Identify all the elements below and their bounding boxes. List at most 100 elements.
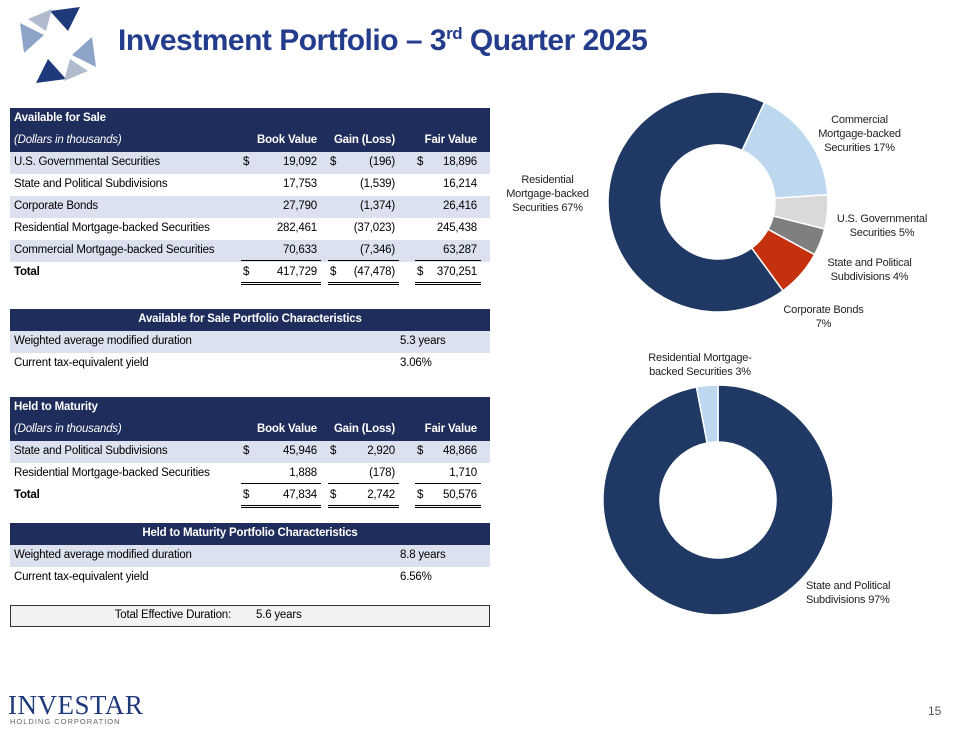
row-label: Commercial Mortgage-backed Securities [14, 244, 215, 256]
cell-value: 417,729 [276, 266, 317, 278]
currency-symbol: $ [243, 156, 250, 168]
table-title: Held to Maturity Portfolio Characteristi… [142, 527, 358, 539]
cell-value: 19,092 [283, 156, 317, 168]
currency-symbol: $ [417, 489, 424, 501]
table-title: Available for Sale [14, 112, 106, 124]
page-number: 15 [928, 704, 942, 718]
donut-slice [607, 91, 785, 313]
cell-value: 8.8 years [400, 549, 446, 561]
slice-value: 7% [815, 318, 832, 330]
table-row: Held to Maturity Portfolio Characteristi… [10, 523, 490, 545]
slice-label: Corporate Bonds 7% [776, 303, 871, 331]
logo-sub: HOLDING CORPORATION [10, 717, 121, 726]
table-row: Current tax-equivalent yield 3.06% [10, 353, 490, 375]
cell-value: 70,633 [283, 244, 317, 256]
slice-name: Corporate Bonds [783, 304, 864, 316]
underline [241, 260, 321, 261]
table-row: U.S. Governmental Securities 19,092 (196) 1… [10, 152, 490, 174]
currency-symbol: $ [417, 266, 424, 278]
slice-label: State and Political Subdivisions 97% [806, 579, 906, 607]
table-row: Corporate Bonds 27,790 (1,374) 26,416 [10, 196, 490, 218]
underline [415, 483, 481, 484]
underline [241, 282, 321, 285]
underline [241, 505, 321, 508]
table-row: Held to Maturity [10, 397, 490, 419]
currency-symbol: $ [417, 445, 424, 457]
underline [415, 282, 481, 285]
row-label: U.S. Governmental Securities [14, 156, 160, 168]
row-label: Total [14, 489, 40, 501]
column-header: Fair Value [424, 423, 478, 435]
currency-symbol: $ [243, 266, 250, 278]
cell-value: 370,251 [436, 266, 477, 278]
cell-value: 1,710 [449, 467, 477, 479]
slice-name: U.S. Governmental Securities [836, 213, 928, 239]
row-label: State and Political Subdivisions [14, 445, 168, 457]
total-duration: Total Effective Duration: 5.6 years [10, 605, 490, 627]
cell-value: (37,023) [353, 222, 395, 234]
slice-value: 17% [873, 142, 895, 154]
column-header: Gain (Loss) [333, 134, 395, 146]
cell-value: 17,753 [283, 178, 317, 190]
cell-value: (1,374) [359, 200, 395, 212]
cell-value: 282,461 [276, 222, 317, 234]
duration-label: Total Effective Duration: [114, 609, 231, 621]
table-row: Residential Mortgage-backed Securities 1,… [10, 463, 490, 485]
table-row: Weighted average modified duration 8.8 ye… [10, 545, 490, 567]
table-row: Weighted average modified duration 5.3 ye… [10, 331, 490, 353]
cell-value: 63,287 [443, 244, 477, 256]
cell-value: 50,576 [443, 489, 477, 501]
cell-value: 6.56% [400, 571, 432, 583]
cell-value: (196) [369, 156, 395, 168]
slice-value: 5% [898, 227, 915, 239]
column-header: Fair Value [424, 134, 478, 146]
table-row: Residential Mortgage-backed Securities 28… [10, 218, 490, 240]
slice-value: 3% [735, 366, 751, 378]
row-label: Residential Mortgage-backed Securities [14, 467, 210, 479]
title-end: Quarter 2025 [462, 24, 648, 57]
cell-value: 47,834 [283, 489, 317, 501]
underline [328, 260, 399, 261]
table-row: Total 47,834 2,742 50,576 $ $ $ [10, 485, 490, 509]
cell-value: 2,920 [367, 445, 395, 457]
slice-label: State and Political Subdivisions 4% [822, 256, 917, 284]
table-row: Current tax-equivalent yield 6.56% [10, 567, 490, 589]
slice-label: Residential Mortgage-backed Securities 6… [500, 173, 595, 215]
currency-symbol: $ [330, 266, 337, 278]
currency-symbol: $ [330, 156, 337, 168]
cell-value: (7,346) [359, 244, 395, 256]
cell-value: 26,416 [443, 200, 477, 212]
column-header: (Dollars in thousands) [14, 423, 122, 435]
table-row: State and Political Subdivisions 17,753 (1… [10, 174, 490, 196]
row-label: State and Political Subdivisions [14, 178, 168, 190]
slice-name: State and Political Subdivisions [806, 580, 891, 606]
currency-symbol: $ [330, 489, 337, 501]
currency-symbol: $ [243, 489, 250, 501]
title: Investment Portfolio – 3rd Quarter 2025 [118, 24, 648, 58]
cell-value: 1,888 [289, 467, 317, 479]
underline [415, 260, 481, 261]
row-label: Weighted average modified duration [14, 549, 192, 561]
currency-symbol: $ [243, 445, 250, 457]
table-row: State and Political Subdivisions 45,946 2,… [10, 441, 490, 463]
row-label: Total [14, 266, 40, 278]
cell-value: (47,478) [353, 266, 395, 278]
slice-value: 97% [868, 594, 890, 606]
slice-name: Commercial Mortgage-backed Securities [818, 114, 901, 154]
slice-name: Residential Mortgage-backed Securities [648, 352, 752, 378]
cell-value: 2,742 [367, 489, 395, 501]
row-label: Current tax-equivalent yield [14, 357, 149, 369]
slice-name: State and Political Subdivisions [827, 257, 912, 283]
row-label: Weighted average modified duration [14, 335, 192, 347]
table-row: Total 417,729 (47,478) 370,251 $ $ $ [10, 262, 490, 286]
logo-mark [20, 7, 96, 83]
table-row: (Dollars in thousands) Book Value Gain (Lo… [10, 419, 490, 441]
slice-label: U.S. Governmental Securities 5% [832, 212, 932, 240]
cell-value: 5.3 years [400, 335, 446, 347]
currency-symbol: $ [417, 156, 424, 168]
slice-value: 67% [561, 202, 583, 214]
slice-label: Commercial Mortgage-backed Securities 17… [812, 113, 907, 155]
cell-value: (178) [369, 467, 395, 479]
row-label: Corporate Bonds [14, 200, 98, 212]
